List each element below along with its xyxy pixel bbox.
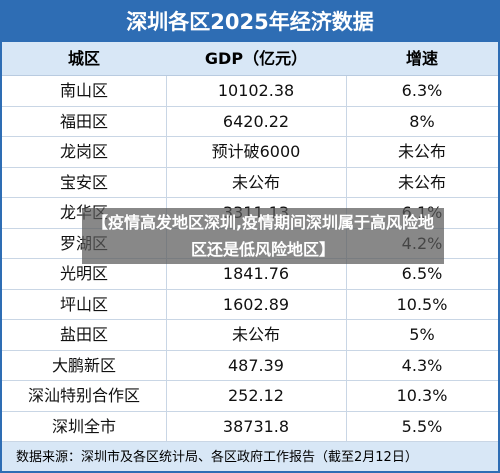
- title: 深圳各区2025年经济数据: [2, 2, 498, 42]
- table-cell: 38731.8: [166, 412, 346, 442]
- table-cell: 1841.76: [166, 259, 346, 290]
- table-cell: 6.5%: [346, 259, 498, 290]
- table-cell: 盐田区: [2, 320, 166, 351]
- table-cell: 光明区: [2, 259, 166, 290]
- table-cell: 南山区: [2, 76, 166, 107]
- table-cell: 预计破6000: [166, 137, 346, 168]
- overlay-caption: 【疫情高发地区深圳,疫情期间深圳属于高风险地区还是低风险地区】: [82, 208, 444, 264]
- table-cell: 未公布: [346, 137, 498, 168]
- table-cell: 252.12: [166, 381, 346, 412]
- source-note: 数据来源：深圳市及各区统计局、各区政府工作报告（截至2月12日）: [2, 442, 498, 471]
- table-cell: 深圳全市: [2, 412, 166, 442]
- table-cell: 未公布: [166, 320, 346, 351]
- table-cell: 福田区: [2, 107, 166, 137]
- table-cell: 未公布: [166, 168, 346, 198]
- column-header: 城区: [2, 42, 166, 76]
- table-cell: 5%: [346, 320, 498, 351]
- table-cell: 深汕特别合作区: [2, 381, 166, 412]
- table-cell: 4.3%: [346, 351, 498, 381]
- table-cell: 龙岗区: [2, 137, 166, 168]
- table-cell: 5.5%: [346, 412, 498, 442]
- table-cell: 10.5%: [346, 290, 498, 320]
- table-cell: 8%: [346, 107, 498, 137]
- table-cell: 坪山区: [2, 290, 166, 320]
- table-cell: 6.3%: [346, 76, 498, 107]
- table-cell: 6420.22: [166, 107, 346, 137]
- table-cell: 10.3%: [346, 381, 498, 412]
- column-header: 增速: [346, 42, 498, 76]
- table-cell: 1602.89: [166, 290, 346, 320]
- table-cell: 未公布: [346, 168, 498, 198]
- column-header: GDP（亿元）: [166, 42, 346, 76]
- table-cell: 宝安区: [2, 168, 166, 198]
- table-cell: 10102.38: [166, 76, 346, 107]
- table-cell: 487.39: [166, 351, 346, 381]
- table-cell: 大鹏新区: [2, 351, 166, 381]
